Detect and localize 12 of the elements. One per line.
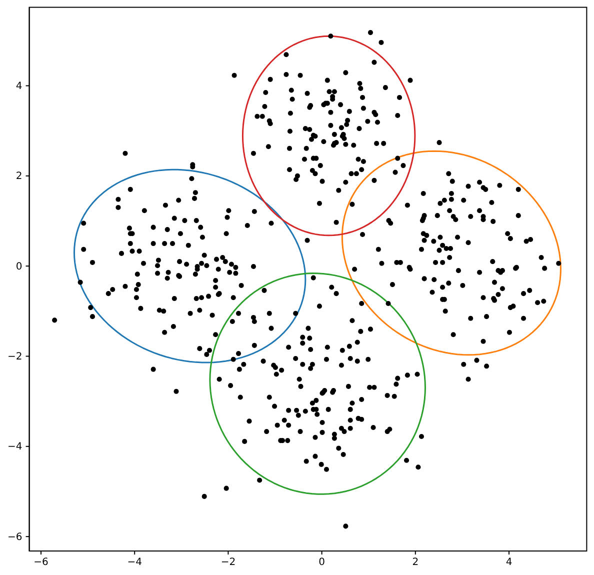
x-tick-label: −4 xyxy=(127,557,142,568)
y-tick-label: −4 xyxy=(8,442,22,453)
y-tick-label: 2 xyxy=(16,171,22,182)
y-tick-label: −2 xyxy=(8,351,22,362)
y-tick-label: 0 xyxy=(16,261,22,272)
y-tick-label: 4 xyxy=(16,80,22,92)
y-tick-label: −6 xyxy=(8,532,22,543)
x-tick-label: −2 xyxy=(220,557,236,568)
x-tick-label: 2 xyxy=(412,557,419,568)
x-tick-label: −6 xyxy=(34,557,48,568)
x-tick-label: 4 xyxy=(506,557,512,568)
x-tick-label: 0 xyxy=(318,557,325,568)
